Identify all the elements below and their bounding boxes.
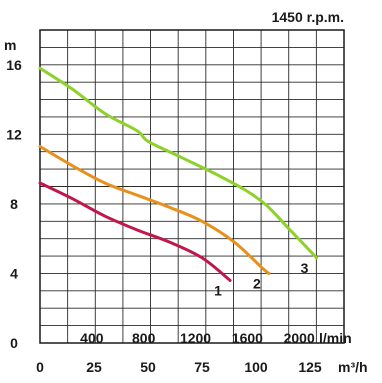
x-axis-label-lpm: l/min xyxy=(319,330,352,346)
x-axis-label-m3h: m³/h xyxy=(338,359,368,375)
y-tick-label: 0 xyxy=(10,335,18,351)
curve-1 xyxy=(38,181,232,282)
x-tick-label-m3h: 125 xyxy=(298,359,322,375)
labels: 1450 r.p.m. m l/min m³/h xyxy=(4,9,368,375)
curve-3 xyxy=(38,66,318,260)
x-tick-label-lpm: 400 xyxy=(80,330,104,346)
x-tick-label-lpm: 2000 xyxy=(284,330,315,346)
curve-2 xyxy=(38,145,271,275)
x-tick-label-m3h: 75 xyxy=(194,359,210,375)
chart-title: 1450 r.p.m. xyxy=(272,9,344,25)
x-tick-label-lpm: 800 xyxy=(132,330,156,346)
x-tick-label-lpm: 1200 xyxy=(180,330,211,346)
x-tick-label-m3h: 100 xyxy=(244,359,268,375)
curve-label-2: 2 xyxy=(253,275,261,291)
y-tick-label: 8 xyxy=(10,196,18,212)
curve-label-3: 3 xyxy=(301,260,309,276)
x-tick-label-m3h: 50 xyxy=(140,359,156,375)
x-tick-label-m3h: 25 xyxy=(86,359,102,375)
plot-frame xyxy=(39,29,345,344)
y-axis-label: m xyxy=(4,37,16,53)
y-tick-label: 12 xyxy=(6,126,22,142)
x-tick-label-m3h: 0 xyxy=(36,359,44,375)
curve-label-1: 1 xyxy=(214,282,222,298)
y-tick-label: 4 xyxy=(10,265,18,281)
x-tick-label-lpm: 1600 xyxy=(232,330,263,346)
series-layer: 1 2 3 xyxy=(38,66,318,298)
grid xyxy=(40,30,344,343)
y-tick-label: 16 xyxy=(6,57,22,73)
